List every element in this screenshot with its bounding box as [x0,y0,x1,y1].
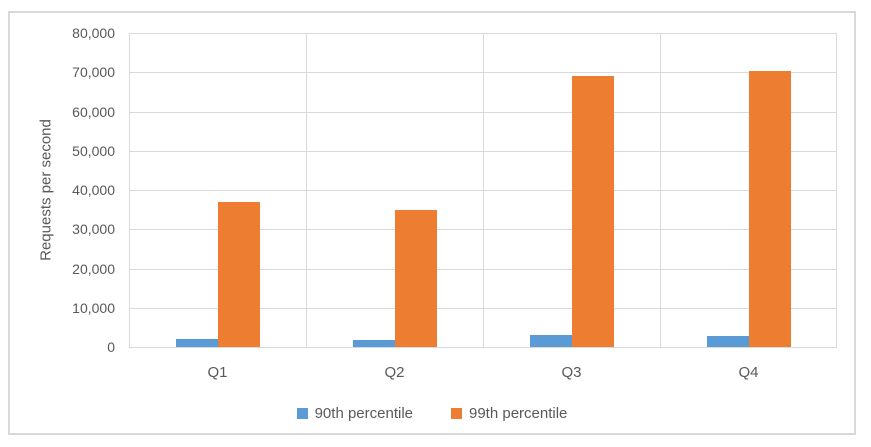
y-tick-label: 30,000 [72,221,115,238]
horizontal-gridline [129,347,837,348]
legend-swatch-icon [296,408,308,419]
bar-90th-q1 [175,339,218,347]
y-tick-label: 70,000 [72,64,115,81]
plot-area [129,33,837,348]
vertical-gridline [836,33,837,347]
legend-item: 90th percentile [296,405,413,422]
bar-99th-q2 [394,210,437,347]
legend-label: 90th percentile [314,405,413,422]
legend: 90th percentile 99th percentile [10,405,854,422]
x-axis-label-q3: Q3 [561,364,582,381]
y-tick-label: 20,000 [72,260,115,277]
category-group-q1 [129,33,306,347]
vertical-gridline [483,33,484,347]
bar-99th-q3 [571,76,614,347]
category-group-q4 [660,33,837,347]
x-axis-label-q4: Q4 [738,364,759,381]
vertical-gridline [306,33,307,347]
x-axis-label-q1: Q1 [207,364,228,381]
y-axis-tick-labels: 0 10,000 20,000 30,000 40,000 50,000 60,000 70,… [10,25,115,355]
y-tick-label: 50,000 [72,142,115,159]
bar-99th-q1 [217,202,260,347]
vertical-gridline [129,33,130,347]
bar-99th-q4 [748,71,791,347]
x-axis-label-q2: Q2 [384,364,405,381]
y-tick-label: 40,000 [72,182,115,198]
legend-swatch-icon [451,408,462,419]
x-axis-labels: Q1 Q2 Q3 Q4 [129,364,837,381]
bar-90th-q3 [529,335,572,347]
vertical-gridline [660,33,661,347]
category-group-q2 [306,33,483,347]
y-tick-label: 10,000 [72,299,115,316]
y-tick-label: 60,000 [72,103,115,120]
chart-frame: Requests per second 0 10,000 20,000 30,000 4… [8,11,856,435]
bars-layer [129,33,837,347]
category-group-q3 [483,33,660,347]
y-tick-label: 0 [107,339,115,355]
bar-90th-q2 [352,340,395,347]
bar-90th-q4 [706,336,749,347]
legend-item: 99th percentile [451,405,567,422]
legend-label: 99th percentile [469,405,568,422]
y-tick-label: 80,000 [72,25,115,41]
